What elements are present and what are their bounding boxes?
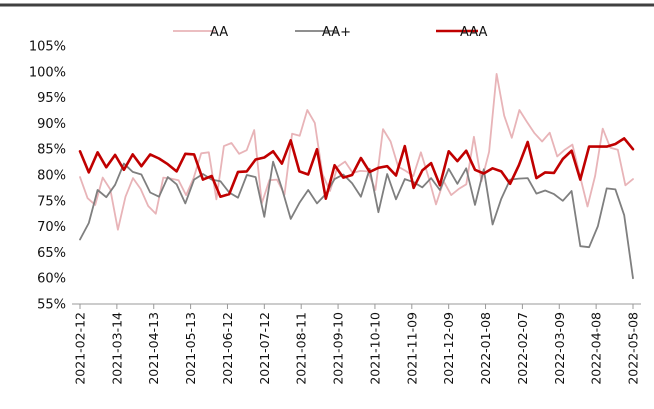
x-tick-label: 2021-10-10 <box>367 312 382 385</box>
x-tick-label: 2021-07-12 <box>257 312 272 385</box>
y-tick-label: 90% <box>37 117 66 132</box>
y-tick-label: 70% <box>37 220 66 235</box>
y-tick-label: 95% <box>37 91 66 106</box>
x-tick-label: 2021-11-09 <box>404 312 419 385</box>
x-tick-label: 2021-09-10 <box>331 312 346 385</box>
legend-label-aa: AA <box>210 25 228 40</box>
x-tick-label: 2021-04-13 <box>146 312 161 385</box>
y-tick-label: 55% <box>37 298 66 313</box>
x-tick-label: 2021-12-09 <box>441 312 456 385</box>
legend-label-aa-plus: AA+ <box>322 25 351 40</box>
legend-label-aaa: AAA <box>460 25 488 40</box>
y-tick-label: 75% <box>37 194 66 209</box>
x-tick-label: 2022-02-07 <box>515 312 530 385</box>
x-tick-label: 2021-03-14 <box>109 312 124 385</box>
x-tick-label: 2022-04-08 <box>589 312 604 385</box>
x-tick-label: 2021-02-12 <box>73 312 88 385</box>
x-tick-label: 2022-05-08 <box>626 312 641 385</box>
y-tick-label: 85% <box>37 143 66 158</box>
x-tick-label: 2022-01-08 <box>478 312 493 385</box>
y-tick-label: 65% <box>37 246 66 261</box>
legend: AA AA+ AAA <box>173 25 488 40</box>
y-axis: 55% 60% 65% 70% 75% 80% 85% 90% 95% 100% 105% <box>29 40 66 313</box>
x-tick-label: 2021-08-11 <box>294 312 309 385</box>
plot-area <box>78 73 635 280</box>
series-line-aa <box>79 73 634 231</box>
x-axis: 2021-02-12 2021-03-14 2021-04-13 2021-05-13… <box>72 303 641 385</box>
y-tick-label: 60% <box>37 272 66 287</box>
series-line-aa-plus <box>79 160 634 280</box>
series-line-aaa <box>78 137 635 200</box>
y-tick-label: 100% <box>29 65 66 80</box>
x-tick-label: 2021-05-13 <box>183 312 198 385</box>
y-tick-label: 80% <box>37 169 66 184</box>
y-tick-label: 105% <box>29 40 66 55</box>
x-tick-label: 2021-06-12 <box>220 312 235 385</box>
x-tick-label: 2022-03-09 <box>552 312 567 385</box>
